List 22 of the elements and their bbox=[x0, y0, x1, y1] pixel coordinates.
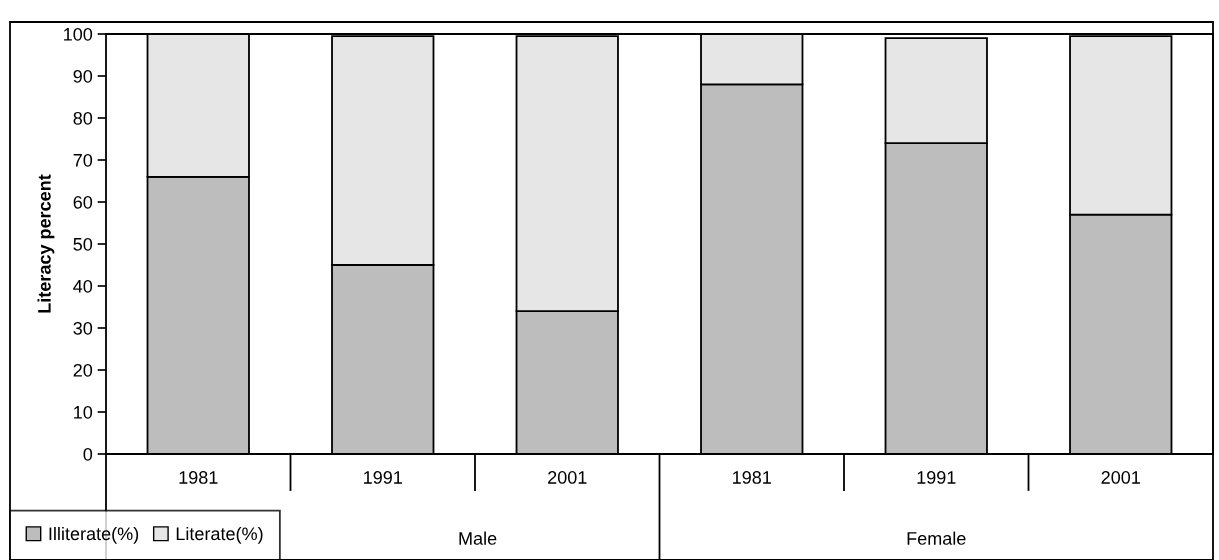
y-tick-label: 20 bbox=[73, 363, 93, 377]
x-tick-label: 2001 bbox=[548, 471, 587, 484]
text: Female bbox=[907, 531, 966, 545]
x-tick-label: 2001 bbox=[1101, 471, 1140, 484]
y-tick-label: 50 bbox=[73, 237, 93, 251]
x-tick-label: 1981 bbox=[179, 471, 218, 484]
y-tick-label: 60 bbox=[73, 195, 93, 209]
legend-label: Literate(%) bbox=[176, 526, 263, 544]
y-tick-label: 90 bbox=[73, 69, 93, 83]
y-tick-label: 30 bbox=[73, 321, 93, 335]
x-tick-label: 1991 bbox=[364, 471, 402, 484]
text: Male bbox=[459, 531, 497, 545]
y-tick-label: 100 bbox=[64, 27, 93, 41]
x-tick-label: 1981 bbox=[733, 471, 771, 484]
x-tick-label: 1991 bbox=[917, 471, 956, 484]
y-tick-label: 0 bbox=[83, 447, 93, 461]
y-tick-label: 10 bbox=[74, 405, 93, 419]
y-tick-label: 40 bbox=[73, 279, 93, 293]
y-tick-label: 80 bbox=[73, 111, 93, 125]
legend-label: Illiterate(%) bbox=[49, 526, 139, 544]
y-tick-label: 70 bbox=[73, 153, 93, 167]
y-axis-title: Literacy percent bbox=[37, 174, 55, 313]
